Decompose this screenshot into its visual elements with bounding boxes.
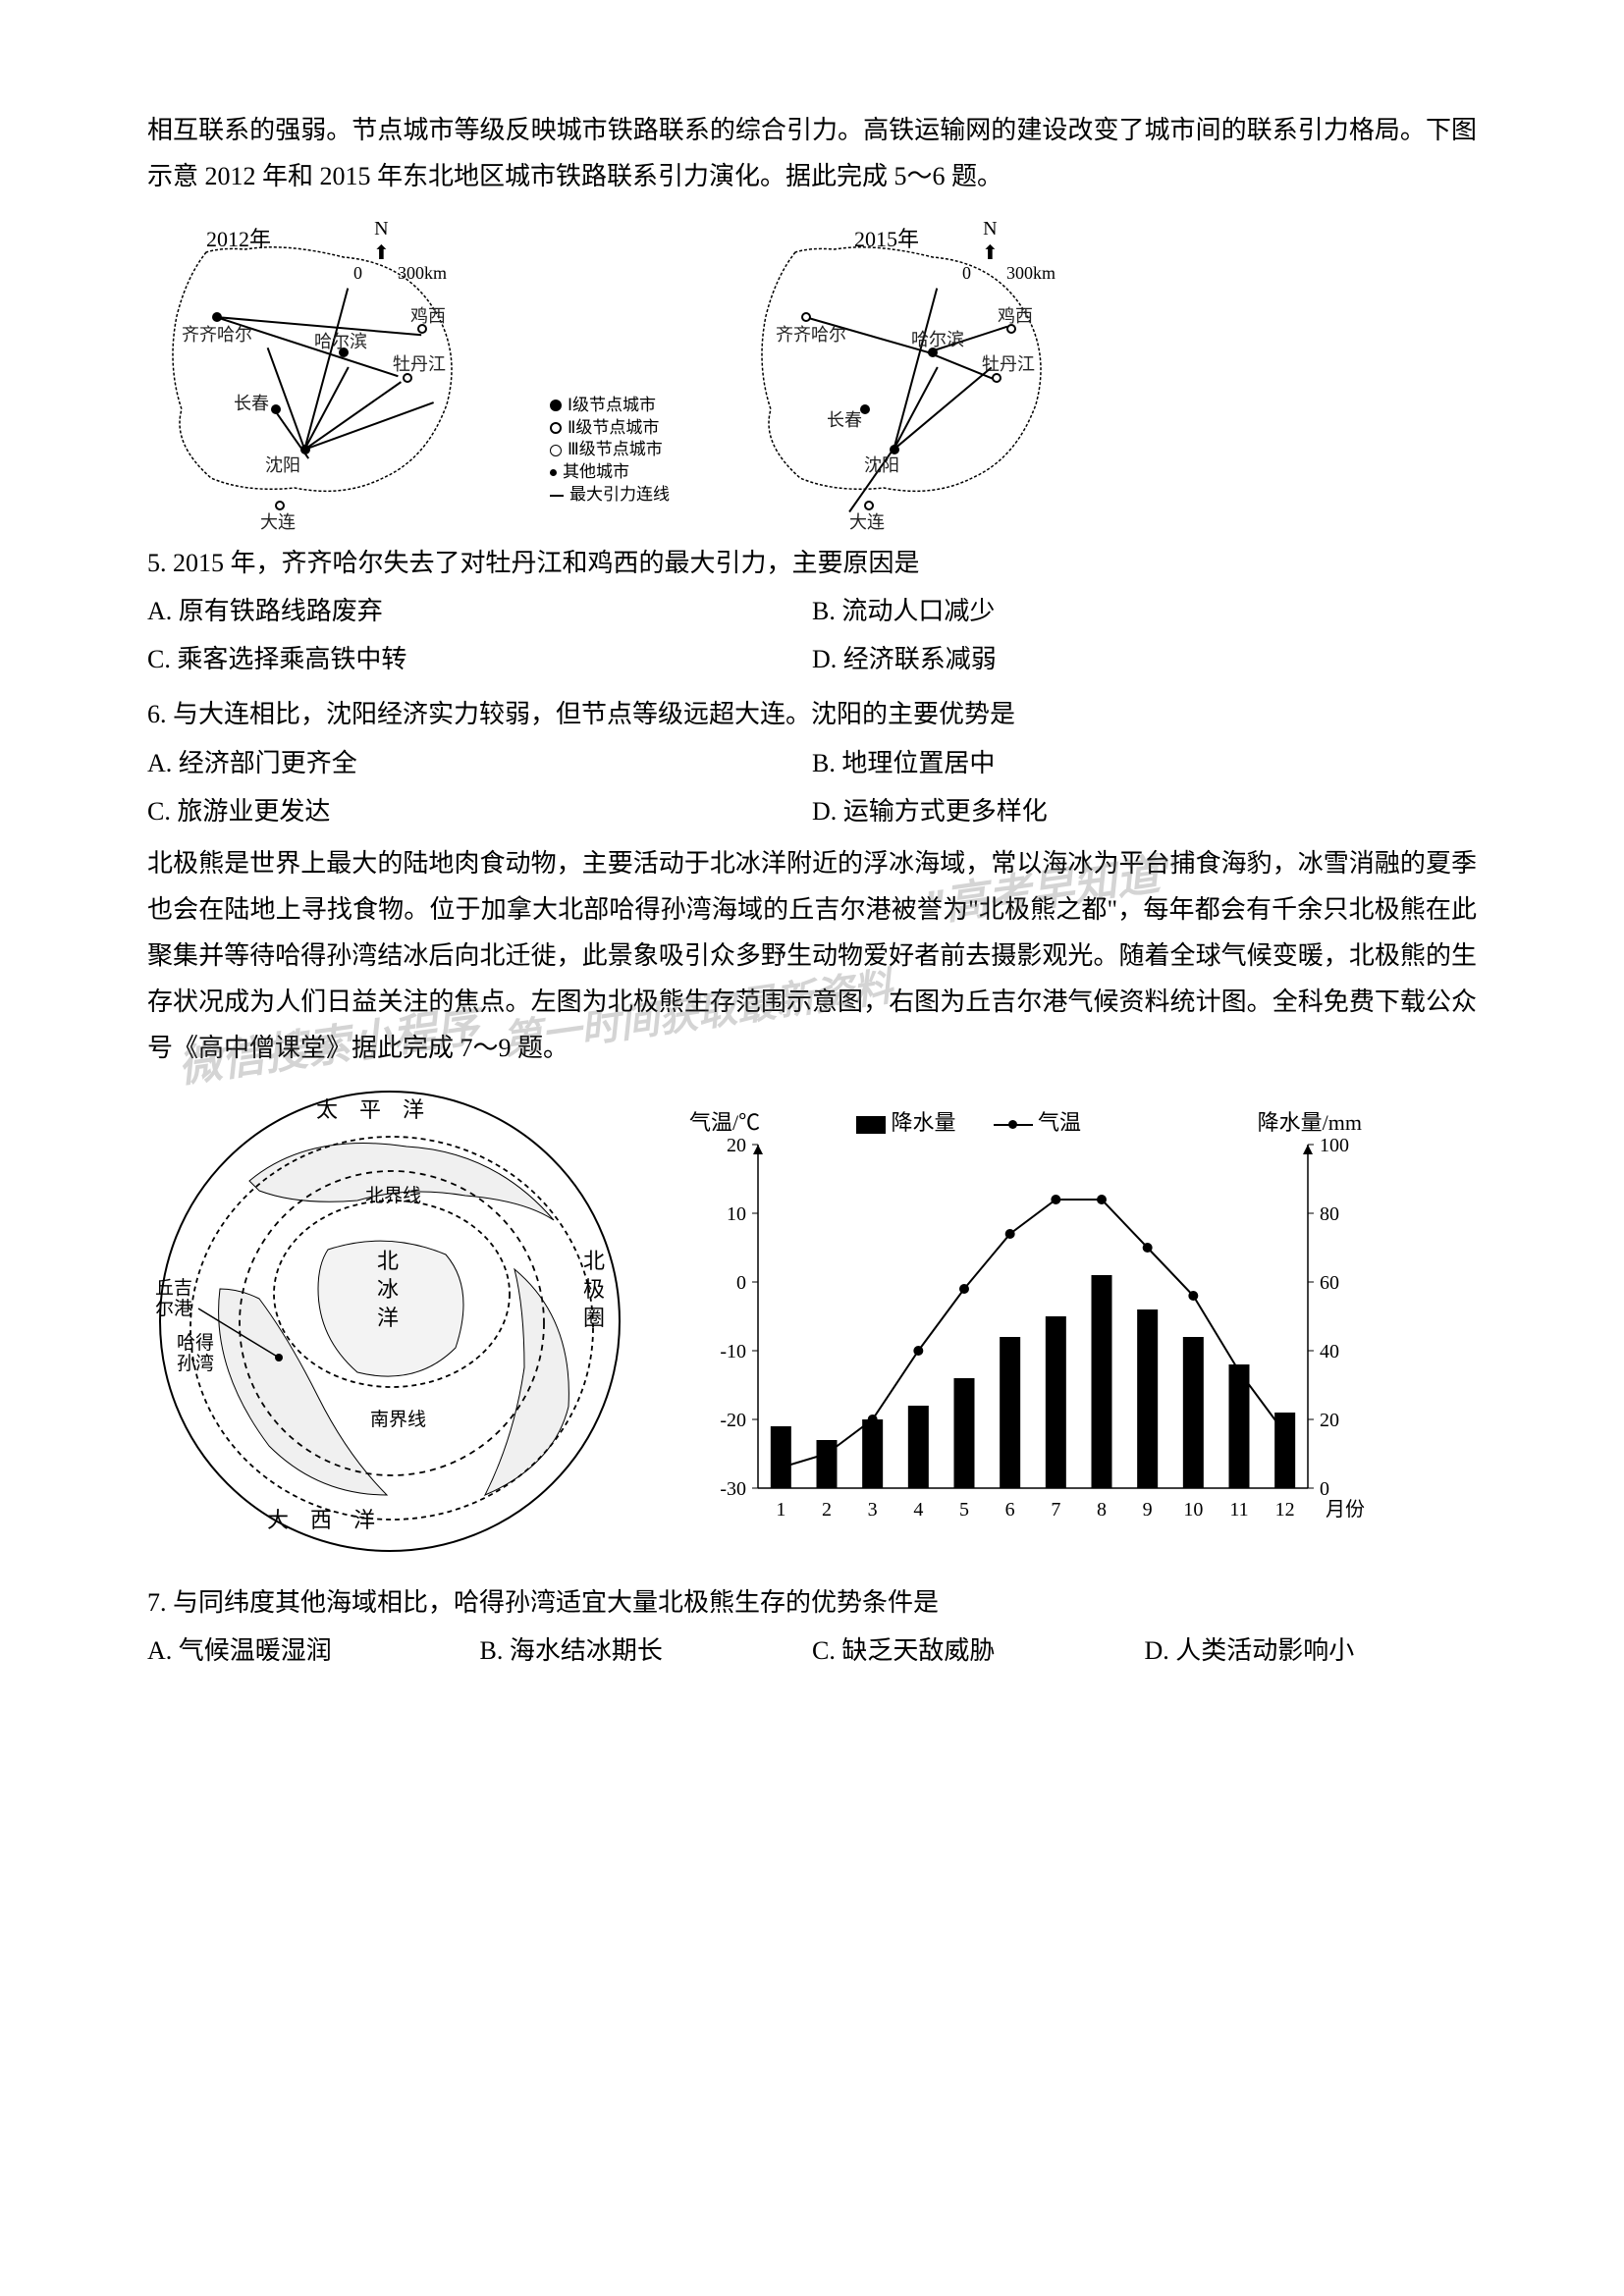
svg-text:12: 12	[1275, 1499, 1295, 1521]
svg-text:40: 40	[1320, 1341, 1339, 1362]
city-changchun-2012: 长春	[234, 390, 269, 415]
q5-opt-a: A. 原有铁路线路废弃	[147, 587, 812, 635]
svg-text:5: 5	[959, 1499, 969, 1521]
svg-text:2: 2	[822, 1499, 832, 1521]
svg-text:-10: -10	[720, 1341, 746, 1362]
city-qiqihar-2012: 齐齐哈尔	[182, 321, 252, 347]
city-mudanjiang-2015: 牡丹江	[982, 350, 1035, 376]
city-jixi-2015: 鸡西	[998, 302, 1033, 328]
globe-pacific: 太 平 洋	[316, 1093, 424, 1124]
globe-south-boundary: 南界线	[370, 1405, 426, 1431]
svg-text:月份: 月份	[1326, 1498, 1365, 1521]
legend-l3: Ⅲ级节点城市	[568, 439, 663, 461]
city-dalian-2012: 大连	[260, 508, 296, 534]
svg-text:9: 9	[1143, 1499, 1153, 1521]
q7-opt-d: D. 人类活动影响小	[1145, 1627, 1478, 1675]
svg-text:100: 100	[1320, 1135, 1349, 1156]
figure-maps: 2012年 N⬆ 0 300km 齐齐哈尔 鸡西 哈尔滨 牡丹江 长春 沈阳 大…	[147, 218, 1477, 522]
globe-atlantic: 大 西 洋	[267, 1503, 375, 1534]
q6-opt-d: D. 运输方式更多样化	[812, 787, 1477, 835]
svg-text:3: 3	[868, 1499, 878, 1521]
svg-text:4: 4	[913, 1499, 923, 1521]
q5-opt-c: C. 乘客选择乘高铁中转	[147, 635, 812, 683]
svg-text:-20: -20	[720, 1410, 746, 1431]
legend-l5: 最大引力连线	[569, 484, 670, 507]
q6-opt-b: B. 地理位置居中	[812, 739, 1477, 787]
climate-chart: 气温/℃ 降水量/mm 降水量 气温 -30-20-10010200204060…	[679, 1091, 1367, 1552]
svg-text:1: 1	[776, 1499, 785, 1521]
svg-text:80: 80	[1320, 1203, 1339, 1225]
q6-opt-c: C. 旅游业更发达	[147, 787, 812, 835]
map-2012: 2012年 N⬆ 0 300km 齐齐哈尔 鸡西 哈尔滨 牡丹江 长春 沈阳 大…	[147, 218, 511, 522]
legend-l1: Ⅰ级节点城市	[568, 395, 656, 417]
svg-text:60: 60	[1320, 1272, 1339, 1294]
q7-opt-b: B. 海水结冰期长	[480, 1627, 813, 1675]
globe-arctic-circle: 北 极 圈	[583, 1248, 605, 1332]
globe-north-boundary: 北界线	[365, 1181, 421, 1207]
svg-text:-30: -30	[720, 1478, 746, 1500]
passage-polar-bear: 北极熊是世界上最大的陆地肉食动物，主要活动于北冰洋附近的浮冰海域，常以海冰为平台…	[147, 841, 1477, 1071]
svg-text:7: 7	[1051, 1499, 1060, 1521]
svg-text:0: 0	[736, 1272, 746, 1294]
q7-opt-c: C. 缺乏天敌威胁	[812, 1627, 1145, 1675]
map-2015: 2015年 N⬆ 0 300km 齐齐哈尔 鸡西 哈尔滨 牡丹江 长春 沈阳 大…	[736, 218, 1100, 522]
intro-paragraph: 相互联系的强弱。节点城市等级反映城市铁路联系的综合引力。高铁运输网的建设改变了城…	[147, 108, 1477, 200]
city-mudanjiang-2012: 牡丹江	[393, 350, 446, 376]
city-shenyang-2012: 沈阳	[265, 452, 300, 477]
climate-svg: -30-20-100102002040608010012345678910111…	[679, 1091, 1367, 1552]
svg-text:10: 10	[727, 1203, 746, 1225]
map-legend: Ⅰ级节点城市 Ⅱ级节点城市 Ⅲ级节点城市 其他城市 最大引力连线	[550, 395, 697, 507]
svg-text:11: 11	[1229, 1499, 1248, 1521]
globe-hudson: 哈得 孙湾	[177, 1334, 214, 1375]
q5-stem: 5. 2015 年，齐齐哈尔失去了对牡丹江和鸡西的最大引力，主要原因是	[147, 540, 1477, 587]
north-label-2: N	[983, 218, 997, 240]
svg-text:8: 8	[1097, 1499, 1107, 1521]
globe-churchill: 丘吉 尔港	[155, 1279, 192, 1320]
city-harbin-2012: 哈尔滨	[314, 328, 367, 353]
question-5: 5. 2015 年，齐齐哈尔失去了对牡丹江和鸡西的最大引力，主要原因是 A. 原…	[147, 540, 1477, 684]
q6-stem: 6. 与大连相比，沈阳经济实力较弱，但节点等级远超大连。沈阳的主要优势是	[147, 691, 1477, 738]
city-qiqihar-2015: 齐齐哈尔	[776, 321, 846, 347]
svg-text:10: 10	[1183, 1499, 1203, 1521]
question-7: 7. 与同纬度其他海域相比，哈得孙湾适宜大量北极熊生存的优势条件是 A. 气候温…	[147, 1579, 1477, 1675]
svg-text:20: 20	[1320, 1410, 1339, 1431]
svg-text:20: 20	[727, 1135, 746, 1156]
north-label: N	[374, 218, 388, 240]
city-shenyang-2015: 沈阳	[864, 452, 899, 477]
q6-opt-a: A. 经济部门更齐全	[147, 739, 812, 787]
q5-opt-b: B. 流动人口减少	[812, 587, 1477, 635]
legend-l2: Ⅱ级节点城市	[568, 417, 659, 440]
question-6: 6. 与大连相比，沈阳经济实力较弱，但节点等级远超大连。沈阳的主要优势是 A. …	[147, 691, 1477, 835]
figure-climate: 太 平 洋 北界线 北 冰 洋 北 极 圈 南界线 大 西 洋 丘吉 尔港 哈得…	[147, 1091, 1477, 1552]
svg-text:6: 6	[1005, 1499, 1015, 1521]
city-harbin-2015: 哈尔滨	[911, 326, 964, 351]
q5-opt-d: D. 经济联系减弱	[812, 635, 1477, 683]
legend-l4: 其他城市	[563, 461, 629, 484]
q7-stem: 7. 与同纬度其他海域相比，哈得孙湾适宜大量北极熊生存的优势条件是	[147, 1579, 1477, 1627]
svg-text:0: 0	[1320, 1478, 1329, 1500]
city-changchun-2015: 长春	[827, 406, 862, 432]
city-jixi-2012: 鸡西	[410, 302, 446, 328]
city-dalian-2015: 大连	[849, 508, 885, 534]
globe-map: 太 平 洋 北界线 北 冰 洋 北 极 圈 南界线 大 西 洋 丘吉 尔港 哈得…	[159, 1091, 621, 1552]
q7-opt-a: A. 气候温暖湿润	[147, 1627, 480, 1675]
globe-arctic: 北 冰 洋	[377, 1248, 399, 1332]
